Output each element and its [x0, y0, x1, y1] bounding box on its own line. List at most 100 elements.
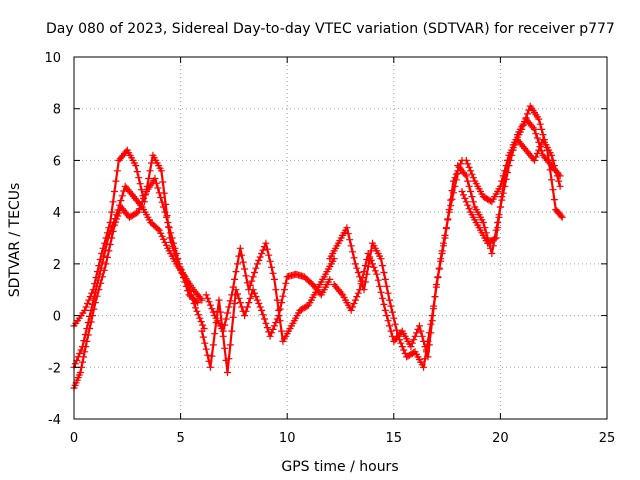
grid — [74, 57, 607, 419]
data-point-marker — [117, 197, 125, 204]
data-point-marker — [225, 303, 233, 311]
x-tick-label: 10 — [279, 431, 296, 446]
data-point-marker — [86, 312, 94, 320]
y-tick-label: -2 — [48, 361, 61, 376]
data-point-marker — [95, 262, 103, 270]
data-point-marker — [378, 262, 386, 270]
data-point-marker — [176, 263, 184, 271]
data-point-marker — [387, 327, 395, 335]
data-point-marker — [397, 339, 405, 347]
x-tick-label: 15 — [386, 431, 403, 446]
data-point-marker — [228, 327, 236, 335]
data-point-marker — [161, 238, 169, 246]
data-point-marker — [350, 254, 358, 262]
data-point-marker — [243, 303, 251, 311]
data-point-marker — [76, 369, 84, 376]
data-point-marker — [552, 167, 560, 175]
data-point-marker — [448, 187, 456, 195]
data-point-marker — [504, 156, 511, 164]
data-point-marker — [550, 196, 558, 204]
data-point-marker — [204, 351, 212, 359]
data-point-marker — [215, 296, 223, 304]
data-point-marker — [146, 167, 154, 175]
data-point-marker — [428, 317, 436, 325]
data-point-marker — [90, 294, 98, 302]
series-track-e — [202, 239, 338, 345]
data-point-marker — [109, 198, 117, 206]
data-point-marker — [187, 291, 195, 299]
data-point-marker — [434, 273, 442, 281]
data-point-marker — [234, 290, 241, 298]
data-point-marker — [89, 286, 97, 294]
data-point-marker — [245, 286, 253, 294]
data-point-marker — [199, 321, 207, 329]
data-point-marker — [349, 248, 357, 256]
y-tick-label: 8 — [53, 103, 61, 118]
data-point-marker — [533, 134, 541, 142]
data-point-marker — [182, 275, 190, 283]
data-point-marker — [444, 215, 452, 223]
data-point-marker — [278, 299, 285, 307]
data-point-marker — [464, 201, 472, 209]
data-point-marker — [467, 167, 475, 175]
data-point-marker — [81, 306, 89, 314]
data-point-marker — [425, 341, 433, 349]
data-point-marker — [229, 313, 237, 321]
data-point-marker — [103, 229, 111, 237]
data-point-marker — [246, 281, 254, 289]
data-point-marker — [350, 300, 358, 307]
data-point-marker — [536, 143, 544, 151]
data-point-marker — [533, 150, 541, 157]
data-point-marker — [276, 317, 284, 325]
data-point-marker — [501, 167, 509, 175]
data-point-marker — [459, 191, 467, 199]
data-point-marker — [555, 177, 563, 185]
data-point-marker — [190, 300, 198, 307]
data-point-marker — [157, 167, 165, 175]
data-point-marker — [548, 151, 556, 159]
data-point-marker — [462, 198, 470, 206]
data-point-marker — [351, 296, 359, 304]
data-point-marker — [407, 343, 415, 351]
data-point-marker — [423, 348, 430, 356]
data-point-marker — [461, 194, 469, 202]
data-point-marker — [221, 344, 229, 352]
data-point-marker — [228, 291, 236, 299]
data-point-marker — [255, 256, 263, 264]
data-point-marker — [359, 274, 366, 282]
data-point-marker — [415, 322, 423, 330]
data-point-marker — [550, 162, 558, 170]
data-point-marker — [236, 244, 244, 252]
data-point-marker — [189, 295, 197, 303]
data-point-marker — [235, 294, 243, 302]
data-point-marker — [138, 186, 145, 194]
data-point-marker — [201, 339, 209, 347]
data-point-marker — [280, 286, 288, 294]
data-point-marker — [440, 242, 447, 250]
data-point-marker — [465, 182, 473, 190]
data-point-marker — [103, 253, 111, 261]
data-point-marker — [437, 257, 445, 265]
data-point-marker — [357, 280, 365, 288]
data-point-marker — [536, 120, 544, 128]
data-point-marker — [135, 174, 143, 182]
data-point-marker — [105, 224, 113, 232]
data-point-marker — [184, 282, 192, 290]
data-point-marker — [356, 286, 364, 294]
data-point-marker — [538, 125, 546, 133]
data-point-marker — [337, 289, 345, 297]
data-point-marker — [162, 200, 170, 208]
data-point-marker — [226, 341, 234, 349]
data-point-marker — [518, 125, 526, 133]
data-point-marker — [398, 343, 406, 351]
data-point-marker — [76, 350, 84, 357]
data-point-marker — [502, 162, 510, 170]
data-point-marker — [346, 236, 354, 244]
data-point-marker — [464, 177, 472, 185]
data-point-marker — [265, 251, 273, 259]
data-point-marker — [496, 203, 504, 211]
data-point-marker — [87, 306, 95, 314]
data-point-marker — [442, 225, 450, 232]
data-point-marker — [83, 325, 91, 332]
